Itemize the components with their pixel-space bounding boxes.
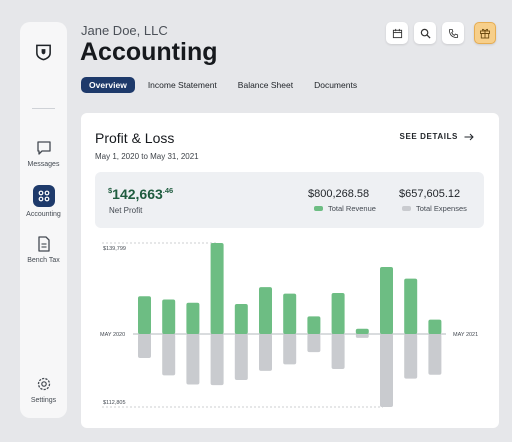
sidebar-item-label: Messages [27, 161, 60, 168]
company-name: Jane Doe, LLC [81, 23, 168, 38]
tab-balance-sheet[interactable]: Balance Sheet [237, 80, 294, 90]
tab-overview[interactable]: Overview [81, 77, 135, 93]
see-details-link[interactable]: SEE DETAILS [400, 132, 474, 141]
sidebar-item-label: Bench Tax [27, 257, 60, 264]
sidebar-item-bench-tax[interactable]: Bench Tax [20, 235, 67, 264]
message-icon [36, 141, 51, 155]
expenses-swatch [402, 206, 411, 211]
net-profit-value: $142,663.46 [108, 186, 173, 202]
sidebar-item-accounting[interactable]: Accounting [20, 185, 67, 218]
gift-icon [480, 28, 490, 39]
legend-revenue-label: Total Revenue [328, 204, 376, 213]
page-title: Accounting [80, 38, 218, 66]
tab-documents[interactable]: Documents [314, 80, 358, 90]
total-expenses-value: $657,605.12 [399, 188, 461, 200]
accounting-icon [32, 185, 55, 207]
arrow-right-icon [464, 133, 474, 140]
tab-income-statement[interactable]: Income Statement [147, 80, 217, 90]
revenue-swatch [314, 206, 323, 211]
sidebar-item-messages[interactable]: Messages [20, 139, 67, 168]
net-profit-cents: .46 [162, 186, 174, 195]
calendar-icon [392, 28, 402, 38]
total-revenue-value: $800,268.58 [308, 188, 370, 200]
net-profit-whole: 142,663 [112, 186, 163, 202]
document-icon [37, 236, 50, 252]
search-button[interactable] [414, 22, 436, 44]
sidebar-item-label: Settings [30, 397, 57, 404]
shield-logo-icon[interactable] [34, 42, 53, 62]
profit-loss-card: Profit & Loss May 1, 2020 to May 31, 202… [81, 113, 499, 428]
sidebar: Messages Accounting Bench Tax Settings [20, 22, 67, 418]
phone-icon [448, 28, 458, 38]
calendar-button[interactable] [386, 22, 408, 44]
legend-expenses: Total Expenses [402, 204, 467, 213]
net-profit-label: Net Profit [109, 206, 143, 215]
see-details-label: SEE DETAILS [399, 132, 458, 141]
phone-button[interactable] [442, 22, 464, 44]
summary-panel: $142,663.46 Net Profit $800,268.58 $657,… [95, 172, 484, 228]
sidebar-item-label: Accounting [26, 211, 61, 218]
gift-button[interactable] [474, 22, 496, 44]
sidebar-divider [32, 108, 55, 109]
sidebar-item-settings[interactable]: Settings [20, 375, 67, 404]
gear-icon [37, 377, 50, 391]
search-icon [420, 28, 431, 39]
tab-bar: Overview Income Statement Balance Sheet … [81, 77, 378, 93]
date-range: May 1, 2020 to May 31, 2021 [95, 152, 199, 161]
legend-expenses-label: Total Expenses [416, 204, 467, 213]
currency-symbol: $ [108, 186, 113, 195]
legend-revenue: Total Revenue [314, 204, 376, 213]
card-title: Profit & Loss [95, 130, 175, 146]
